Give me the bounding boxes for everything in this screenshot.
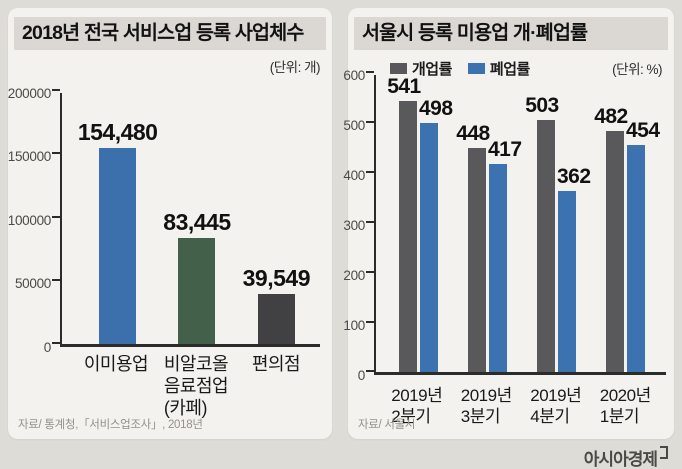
- bar: 503: [525, 94, 559, 372]
- y-tick-mark: [52, 279, 60, 281]
- y-tick-label: 150000: [7, 149, 52, 164]
- left-chart-title-band: 2018년 전국 서비스업 등록 사업체수: [14, 17, 326, 51]
- bar: 417: [488, 138, 522, 372]
- right-chart-panel: 서울시 등록 미용업 개·폐업률 개업률 폐업률 (단위: %) 0 100 200 3…: [343, 8, 674, 439]
- bar: 362: [557, 165, 591, 372]
- bar-value-label: 454: [626, 119, 660, 142]
- bar-value-label: 541: [387, 75, 421, 98]
- y-tick-label: 200: [343, 268, 365, 283]
- y-tick-mark: [366, 121, 374, 123]
- y-tick-label: 0: [357, 368, 366, 383]
- y-tick-label: 100000: [7, 213, 52, 228]
- bar: 498: [419, 97, 453, 372]
- bar-value-label: 503: [525, 94, 559, 117]
- bar-group: 482 454: [591, 75, 660, 372]
- x-category-label: 2019년 4분기: [530, 386, 582, 426]
- bar-value-label: 417: [488, 138, 522, 161]
- right-chart-unit-label: (단위: %): [612, 62, 662, 77]
- left-chart-y-axis: 0 50000 100000 150000 200000: [7, 86, 56, 355]
- bar-value-label: 498: [419, 97, 453, 120]
- y-tick-label: 100: [343, 318, 365, 333]
- bar-value-label: 39,549: [242, 265, 311, 291]
- legend-swatch: [390, 63, 407, 74]
- bar-value-label: 83,445: [163, 209, 231, 235]
- y-tick-mark: [52, 89, 60, 91]
- bar-value-label: 362: [557, 165, 591, 188]
- bar-group: 503 362: [522, 75, 591, 372]
- y-tick-mark: [52, 216, 60, 218]
- right-chart-legend: 개업률 폐업률: [390, 58, 530, 79]
- x-category: 비알코올 음료점업 (카페): [156, 354, 236, 420]
- y-tick-label: 300: [343, 218, 365, 233]
- publisher-logo-mark-icon: [660, 446, 668, 459]
- bar: 541: [387, 75, 421, 372]
- left-chart-source: 자료/ 통계청,「서비스업조사」, 2018년: [18, 419, 203, 431]
- x-category-label: 2019년 3분기: [460, 386, 512, 426]
- legend-item: 폐업률: [467, 58, 530, 79]
- y-tick-mark: [366, 221, 374, 223]
- y-tick-mark: [366, 71, 374, 73]
- x-category-label: 이미용업: [83, 354, 149, 374]
- right-chart-plot: 541 498 448 417 503 362 482 454: [366, 71, 666, 375]
- y-tick-label: 500: [343, 118, 365, 133]
- left-chart-title: 2018년 전국 서비스업 등록 사업체수: [22, 22, 304, 44]
- x-category: 2019년 3분기: [452, 386, 522, 427]
- bar: 482: [594, 105, 628, 372]
- x-category: 이미용업: [76, 354, 156, 420]
- legend-label: 개업률: [412, 61, 452, 78]
- right-chart-title-band: 서울시 등록 미용업 개·폐업률: [354, 17, 668, 51]
- y-tick-mark: [366, 321, 374, 323]
- y-tick-label: 600: [343, 68, 365, 83]
- y-tick-label: 50000: [14, 276, 51, 291]
- left-chart-panel: 2018년 전국 서비스업 등록 사업체수 (단위: 개) 0 50000 1000…: [8, 8, 332, 439]
- x-category-label: 비알코올 음료점업 (카페): [163, 354, 229, 418]
- y-tick-label: 200000: [7, 86, 52, 101]
- legend-label: 폐업률: [489, 61, 530, 78]
- legend-item: 개업률: [390, 58, 452, 79]
- left-chart-plot: 154,480 83,445 39,549: [52, 89, 320, 347]
- y-tick-mark: [366, 271, 374, 273]
- bar-group: 154,480: [78, 93, 158, 344]
- bar-group: 83,445: [157, 93, 236, 344]
- y-tick-mark: [366, 370, 374, 372]
- bar-group: 541 498: [384, 75, 453, 372]
- y-tick-mark: [52, 152, 60, 154]
- x-category-label: 편의점: [251, 354, 301, 374]
- bar-group: 39,549: [237, 93, 316, 344]
- x-category: 편의점: [236, 354, 316, 420]
- bar-value-label: 448: [456, 122, 490, 145]
- right-chart-x-labels: 2019년 2분기 2019년 3분기 2019년 4분기 2020년 1분기: [374, 386, 666, 427]
- x-category-label: 2020년 1분기: [599, 386, 651, 426]
- legend-swatch: [467, 63, 485, 74]
- right-chart-title: 서울시 등록 미용업 개·폐업률: [362, 22, 588, 44]
- y-tick-mark: [52, 342, 60, 344]
- bar-group: 448 417: [453, 75, 522, 372]
- bar: 83,445: [163, 209, 231, 344]
- publisher-logo: 아시아경제: [584, 445, 668, 469]
- x-category: 2019년 2분기: [382, 386, 452, 427]
- x-category: 2020년 1분기: [591, 386, 661, 427]
- left-chart-x-labels: 이미용업 비알코올 음료점업 (카페) 편의점: [60, 354, 320, 420]
- bar: 39,549: [243, 265, 310, 344]
- bar-value-label: 482: [594, 105, 628, 128]
- right-chart-source: 자료/ 서울시: [358, 419, 416, 431]
- y-tick-label: 0: [43, 340, 52, 355]
- bar-value-label: 154,480: [77, 119, 158, 145]
- bar: 154,480: [78, 119, 158, 344]
- right-chart-y-axis: 0 100 200 300 400 500 600: [343, 68, 370, 383]
- publisher-logo-text: 아시아경제: [583, 450, 658, 469]
- left-chart-unit-label: (단위: 개): [269, 60, 321, 75]
- y-tick-label: 400: [343, 168, 365, 183]
- bar: 454: [626, 119, 660, 372]
- y-tick-mark: [366, 171, 374, 173]
- x-category-label: 2019년 2분기: [391, 386, 443, 426]
- x-category: 2019년 4분기: [521, 386, 591, 427]
- bar: 448: [456, 122, 490, 372]
